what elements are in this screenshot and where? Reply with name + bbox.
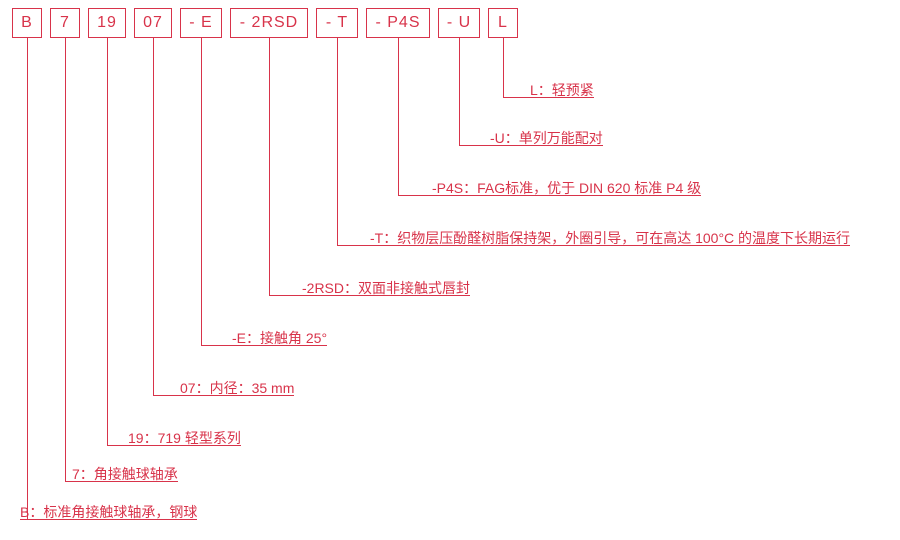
label-E: -E：接触角 25° [232, 328, 327, 351]
segment-T: - T [316, 8, 358, 38]
drop-line-B [27, 38, 28, 519]
segment-07: 07 [134, 8, 172, 38]
label-P4S: -P4S：FAG标准，优于 DIN 620 标准 P4 级 [432, 178, 701, 201]
segment-2RSD: - 2RSD [230, 8, 308, 38]
label-7: 7：角接触球轴承 [72, 464, 178, 487]
drop-line-2RSD [269, 38, 270, 295]
segment-B: B [12, 8, 42, 38]
label-2RSD: -2RSD：双面非接触式唇封 [302, 278, 470, 301]
drop-line-07 [153, 38, 154, 395]
drop-line-19 [107, 38, 108, 445]
drop-line-T [337, 38, 338, 245]
label-B: B：标准角接触球轴承，钢球 [20, 502, 197, 525]
segment-L: L [488, 8, 518, 38]
label-U: -U：单列万能配对 [490, 128, 603, 151]
label-19: 19：719 轻型系列 [128, 428, 241, 451]
drop-line-E [201, 38, 202, 345]
part-code-row: B7 19 07 - E - 2RSD - T - P4S - U L [0, 8, 900, 44]
segment-7: 7 [50, 8, 80, 38]
label-L: L：轻预紧 [530, 80, 594, 103]
drop-line-L [503, 38, 504, 97]
label-07: 07：内径：35 mm [180, 378, 294, 401]
drop-line-7 [65, 38, 66, 481]
segment-E: - E [180, 8, 222, 38]
segment-P4S: - P4S [366, 8, 430, 38]
drop-line-U [459, 38, 460, 145]
segment-19: 19 [88, 8, 126, 38]
label-T: -T：织物层压酚醛树脂保持架，外圈引导，可在高达 100°C 的温度下长期运行 [370, 228, 850, 251]
segment-U: - U [438, 8, 480, 38]
drop-line-P4S [398, 38, 399, 195]
